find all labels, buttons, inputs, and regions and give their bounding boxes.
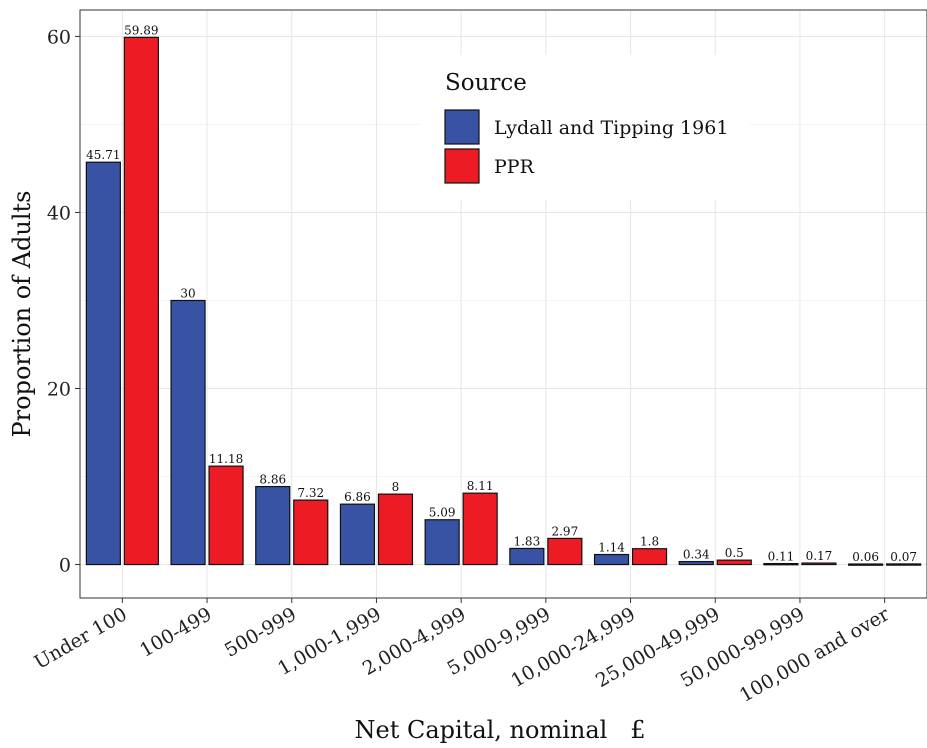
bar-lydall <box>170 299 206 566</box>
x-axis-title: Net Capital, nominal £ <box>354 716 645 744</box>
x-tick-label: 100-499 <box>136 603 215 662</box>
bar-lydall <box>763 562 799 566</box>
bars <box>85 36 922 566</box>
bar-ppr <box>123 36 159 566</box>
y-tick-label: 20 <box>47 379 71 401</box>
legend-title: Source <box>445 70 527 96</box>
legend-label-ppr: PPR <box>494 156 535 178</box>
legend-label-lydall: Lydall and Tipping 1961 <box>494 117 728 139</box>
bar-value-label: 8.86 <box>259 473 286 487</box>
bar-lydall <box>593 553 630 566</box>
bar-value-label: 8 <box>392 480 400 494</box>
y-axis-title: Proportion of Adults <box>8 191 36 438</box>
bar-lydall <box>85 161 121 566</box>
y-tick-label: 0 <box>59 555 71 577</box>
bar-value-label: 1.14 <box>598 541 625 555</box>
bar-ppr <box>377 493 414 566</box>
bar-value-label: 30 <box>180 286 195 300</box>
legend-swatch-lydall <box>444 109 480 145</box>
bar-value-label: 45.71 <box>86 148 120 162</box>
x-tick-label: Under 100 <box>31 603 131 674</box>
bar-value-label: 2.97 <box>551 524 578 538</box>
bar-value-label: 6.86 <box>344 490 371 504</box>
bar-lydall <box>848 563 884 566</box>
bar-lydall <box>255 485 291 566</box>
x-axis: Under 100 100-499 500-9991,000-1,9992,000-… <box>31 598 894 707</box>
bar-lydall <box>424 519 460 566</box>
bar-value-label: 8.11 <box>467 479 494 493</box>
legend: Source Lydall and Tipping 1961 PPR <box>420 55 750 200</box>
data-labels: 45.71 30 8.86 6.86 5.09 1.83 1.14 0.34 0.11 0.06 5… <box>86 23 917 564</box>
bar-value-label: 0.07 <box>890 550 917 564</box>
bar-value-label: 1.83 <box>513 534 540 548</box>
bar-lydall <box>509 547 545 566</box>
bar-lydall <box>678 560 714 566</box>
bar-value-label: 1.8 <box>640 535 659 549</box>
bar-value-label: 5.09 <box>429 506 456 520</box>
bar-value-label: 11.18 <box>209 452 243 466</box>
legend-swatch-ppr <box>444 148 480 184</box>
bar-ppr <box>886 563 922 566</box>
plot-panel-border <box>79 9 927 599</box>
bar-ppr <box>208 465 244 566</box>
bar-ppr <box>801 562 837 566</box>
y-tick-label: 40 <box>47 202 71 224</box>
bar-value-label: 0.34 <box>683 548 710 562</box>
bar-value-label: 7.32 <box>297 486 324 500</box>
bar-value-label: 0.11 <box>768 550 795 564</box>
y-axis: 0 20 40 60 <box>47 26 80 577</box>
bar-ppr <box>293 499 329 566</box>
y-tick-label: 60 <box>47 26 71 48</box>
bar-ppr <box>547 537 583 566</box>
x-tick-label: 100,000 and over <box>736 603 894 707</box>
bar-value-label: 59.89 <box>124 23 158 37</box>
bar-value-label: 0.17 <box>806 549 833 563</box>
bar-ppr <box>462 492 498 566</box>
bar-value-label: 0.5 <box>725 546 744 560</box>
bar-ppr <box>716 559 752 566</box>
bar-ppr <box>631 548 668 566</box>
bar-value-label: 0.06 <box>852 550 879 564</box>
bar-lydall <box>339 503 376 566</box>
